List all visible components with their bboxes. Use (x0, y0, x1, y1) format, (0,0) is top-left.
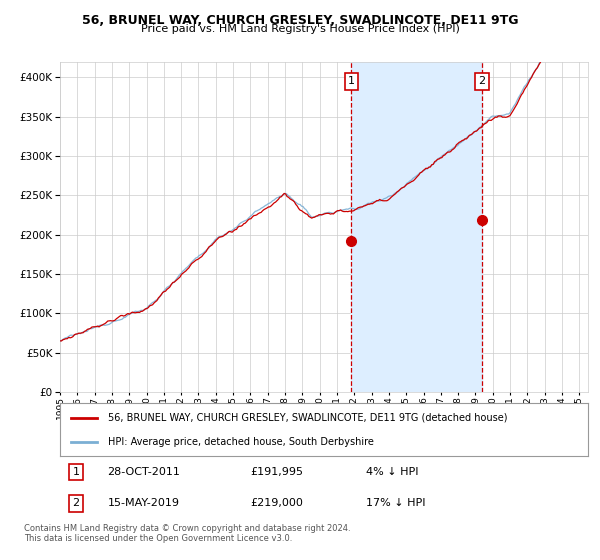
Text: 56, BRUNEL WAY, CHURCH GRESLEY, SWADLINCOTE, DE11 9TG (detached house): 56, BRUNEL WAY, CHURCH GRESLEY, SWADLINC… (107, 413, 507, 423)
Text: Contains HM Land Registry data © Crown copyright and database right 2024.
This d: Contains HM Land Registry data © Crown c… (24, 524, 350, 543)
Text: Price paid vs. HM Land Registry's House Price Index (HPI): Price paid vs. HM Land Registry's House … (140, 24, 460, 34)
Text: 2: 2 (478, 77, 485, 86)
Text: 1: 1 (348, 77, 355, 86)
Text: £219,000: £219,000 (250, 498, 303, 508)
Text: 56, BRUNEL WAY, CHURCH GRESLEY, SWADLINCOTE, DE11 9TG: 56, BRUNEL WAY, CHURCH GRESLEY, SWADLINC… (82, 14, 518, 27)
Text: 17% ↓ HPI: 17% ↓ HPI (366, 498, 426, 508)
Text: £191,995: £191,995 (250, 467, 303, 477)
Bar (352, 62, 482, 392)
Text: 2: 2 (72, 498, 79, 508)
Text: 1: 1 (73, 467, 79, 477)
Text: HPI: Average price, detached house, South Derbyshire: HPI: Average price, detached house, Sout… (107, 437, 373, 447)
Text: 28-OCT-2011: 28-OCT-2011 (107, 467, 181, 477)
Text: 15-MAY-2019: 15-MAY-2019 (107, 498, 179, 508)
Text: 4% ↓ HPI: 4% ↓ HPI (366, 467, 419, 477)
